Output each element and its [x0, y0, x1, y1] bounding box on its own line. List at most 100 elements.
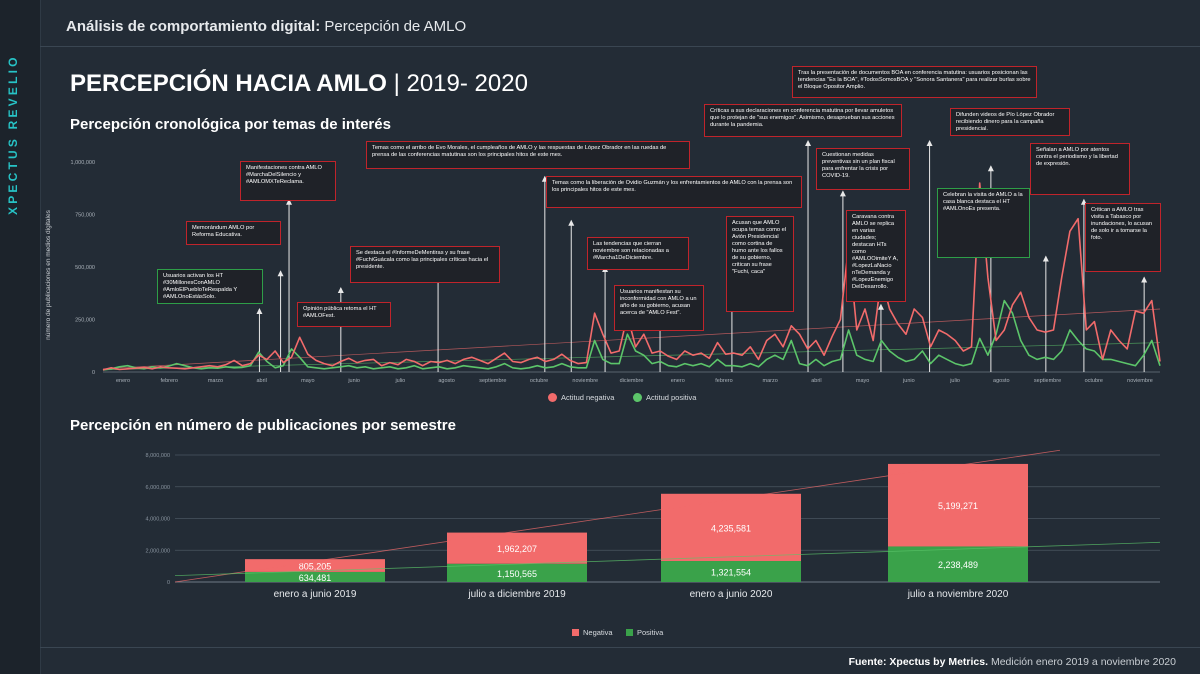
bar-y-tick-label: 2,000,000 — [146, 548, 170, 554]
bar-negative-trendline — [174, 449, 1061, 583]
annotation-box: Usuarios activan los HT #30MillonesConAM… — [157, 269, 263, 304]
x-tick-label: diciembre — [620, 378, 644, 384]
y-tick-label: 1,000,000 — [71, 160, 95, 166]
event-arrowhead — [277, 270, 284, 277]
x-tick-label: julio — [949, 378, 960, 384]
bar-category-label: julio a noviembre 2020 — [907, 589, 1009, 600]
x-tick-label: abril — [811, 378, 821, 384]
bar-legend-negative-label: Negativa — [583, 628, 613, 637]
event-arrowhead — [568, 219, 575, 226]
x-tick-label: octubre — [1085, 378, 1103, 384]
legend-positive-label: Actitud positiva — [646, 393, 697, 402]
positive-series-line — [102, 299, 1161, 371]
event-arrowhead — [1141, 276, 1148, 283]
bar-chart-title: Percepción en número de publicaciones po… — [70, 417, 456, 434]
bar-positive-trendline — [174, 541, 1161, 577]
annotation-box: Opinión pública retoma el HT #AMLOFest. — [297, 302, 391, 327]
x-tick-label: noviembre — [1127, 378, 1153, 384]
bar-positive — [245, 571, 385, 582]
bar-positive-label: 1,150,565 — [497, 569, 537, 579]
bar-positive — [661, 561, 801, 582]
bar-legend-positive: Positiva — [626, 628, 663, 637]
x-tick-label: enero — [671, 378, 685, 384]
y-tick-label: 0 — [92, 370, 95, 376]
annotation-box: Temas como el arribo de Evo Morales, el … — [366, 141, 690, 169]
bar-y-tick-label: 4,000,000 — [146, 517, 170, 523]
annotation-box: Difunden videos de Pío López Obrador rec… — [950, 108, 1070, 136]
x-tick-label: mayo — [301, 378, 314, 384]
annotation-box: Temas como la liberación de Ovidio Guzmá… — [546, 176, 802, 208]
x-tick-label: agosto — [993, 378, 1010, 384]
annotation-box: Se destaca el #InformeDeMentiras y su fr… — [350, 246, 500, 283]
footer-source: Fuente: Xpectus by Metrics. Medición ene… — [849, 656, 1176, 668]
bar-legend-positive-swatch — [626, 629, 633, 636]
bar-positive — [888, 546, 1028, 582]
bar-chart: 0 2,000,000 4,000,000 6,000,000 8,000,000 634… — [146, 449, 1161, 600]
annotation-box: Acusan que AMLO ocupa temas como el Avió… — [726, 216, 794, 312]
annotation-box: Memorándum AMLO por Reforma Educativa. — [186, 221, 281, 245]
page-title-sep: | — [386, 70, 407, 97]
annotation-box: Critican a AMLO tras visita a Tabasco po… — [1085, 203, 1161, 272]
bar-negative-label: 805,205 — [299, 562, 332, 572]
x-tick-label: marzo — [208, 378, 223, 384]
bar-negative-label: 5,199,271 — [938, 501, 978, 511]
x-tick-label: febrero — [161, 378, 178, 384]
event-arrowhead — [839, 190, 846, 197]
x-tick-label: marzo — [763, 378, 778, 384]
annotation-box: Cuestionan medidas preventivas sin un pl… — [816, 148, 910, 190]
bar-positive-label: 2,238,489 — [938, 560, 978, 570]
bar-positive — [447, 563, 587, 582]
y-tick-label: 500,000 — [75, 265, 95, 271]
page-title: PERCEPCIÓN HACIA AMLO | 2019- 2020 — [70, 70, 528, 98]
annotation-box: Señalan a AMLO por atentos contra el per… — [1030, 143, 1130, 195]
bar-category-label: julio a diciembre 2019 — [467, 589, 566, 600]
line-legend-positive: Actitud positiva — [633, 393, 696, 402]
breadcrumb-section: Análisis de comportamiento digital: — [66, 18, 321, 35]
bar-negative — [245, 559, 385, 572]
bar-y-tick-label: 0 — [167, 580, 170, 586]
bar-positive-label: 1,321,554 — [711, 568, 751, 578]
bar-y-tick-label: 8,000,000 — [146, 453, 170, 459]
bar-negative — [888, 463, 1028, 547]
breadcrumb: Análisis de comportamiento digital: Perc… — [66, 18, 466, 35]
annotation-box: Manifestaciones contra AMLO #MarchaDelSi… — [240, 161, 336, 201]
annotation-box: Celebran la visita de AMLO a la casa bla… — [937, 188, 1030, 258]
legend-negative-label: Actitud negativa — [561, 393, 615, 402]
annotation-box: Críticas a sus declaraciones en conferen… — [704, 104, 902, 137]
x-tick-label: junio — [347, 378, 360, 384]
top-bar: Análisis de comportamiento digital: Perc… — [40, 0, 1200, 47]
line-legend-negative: Actitud negativa — [548, 393, 614, 402]
x-tick-label: enero — [116, 378, 130, 384]
page-title-years: 2019- 2020 — [406, 70, 528, 97]
bar-y-tick-label: 6,000,000 — [146, 485, 170, 491]
bar-positive-label: 634,481 — [299, 573, 332, 583]
x-tick-label: julio — [394, 378, 405, 384]
event-arrowhead — [256, 308, 263, 314]
event-arrowhead — [805, 140, 812, 146]
annotation-box: Las tendencias que cierran noviembre son… — [587, 237, 689, 270]
event-arrowhead — [877, 303, 884, 310]
footer-divider — [40, 647, 1200, 648]
x-tick-label: noviembre — [572, 378, 598, 384]
negative-trendline — [102, 308, 1161, 370]
annotation-box: Tras la presentación de documentos BOA e… — [792, 66, 1037, 98]
legend-negative-dot — [548, 393, 557, 402]
page-title-main: PERCEPCIÓN HACIA AMLO — [70, 70, 387, 97]
footer-source-rest: Medición enero 2019 a noviembre 2020 — [988, 656, 1176, 668]
bar-legend-negative-swatch — [572, 629, 579, 636]
y-tick-label: 750,000 — [75, 213, 95, 219]
x-tick-label: junio — [902, 378, 915, 384]
x-tick-label: febrero — [715, 378, 732, 384]
event-arrowhead — [337, 287, 344, 293]
event-arrowhead — [286, 198, 293, 205]
annotation-box: Caravana contra AMLO se replica en varia… — [846, 210, 906, 302]
sidebar: XPECTUS REVELIO — [0, 0, 41, 674]
x-tick-label: octubre — [530, 378, 548, 384]
legend-positive-dot — [633, 393, 642, 402]
bar-negative-label: 1,962,207 — [497, 544, 537, 554]
brand-logo: XPECTUS REVELIO — [6, 54, 20, 215]
line-chart-title: Percepción cronológica por temas de inte… — [70, 116, 391, 133]
event-arrowhead — [987, 165, 994, 172]
x-tick-label: septiembre — [479, 378, 506, 384]
x-tick-label: septiembre — [1034, 378, 1061, 384]
